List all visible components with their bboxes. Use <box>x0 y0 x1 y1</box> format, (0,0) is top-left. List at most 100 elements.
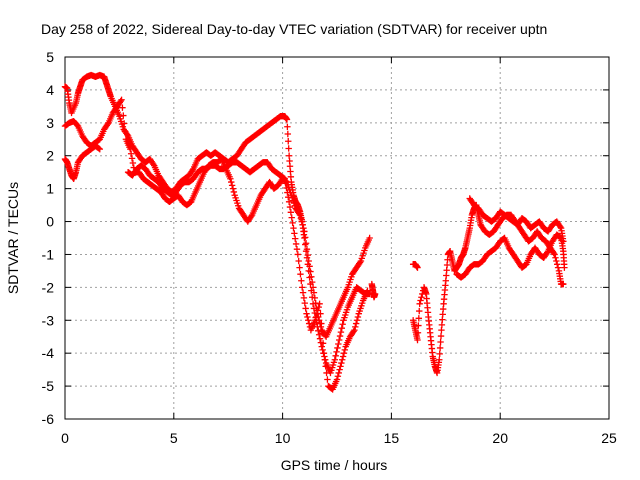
data-point <box>118 96 125 103</box>
data-point <box>227 175 234 182</box>
data-point <box>371 290 379 298</box>
data-point <box>300 224 307 232</box>
data-point <box>285 198 293 205</box>
x-tick-label: 0 <box>61 430 69 446</box>
data-point <box>414 336 421 344</box>
data-point <box>295 257 302 265</box>
data-point <box>282 180 289 187</box>
data-point <box>292 235 299 242</box>
x-tick-label: 20 <box>492 430 508 446</box>
data-point <box>285 138 292 145</box>
data-point <box>356 259 364 266</box>
data-point <box>322 363 329 370</box>
data-point <box>296 211 304 219</box>
data-point <box>95 145 103 152</box>
data-point <box>302 234 309 241</box>
data-point <box>335 340 342 348</box>
data-point <box>305 317 312 324</box>
series-2 <box>61 96 373 340</box>
data-point <box>338 324 345 332</box>
data-point <box>351 326 358 334</box>
data-point <box>297 271 304 278</box>
x-tick-label: 25 <box>601 430 617 446</box>
data-point <box>352 323 359 331</box>
data-point <box>302 241 309 248</box>
data-point <box>353 317 361 324</box>
data-point <box>557 223 564 231</box>
data-point <box>96 145 104 153</box>
data-point <box>311 294 319 302</box>
chart-title: Day 258 of 2022, Sidereal Day-to-day VTE… <box>41 21 547 37</box>
data-point <box>560 280 567 288</box>
y-tick-label: -4 <box>42 345 55 361</box>
data-point <box>336 366 343 373</box>
data-point <box>335 336 343 344</box>
data-point <box>302 305 309 312</box>
data-point <box>554 261 561 268</box>
data-marks <box>61 71 568 393</box>
y-axis-label: SDTVAR / TECUs <box>5 182 21 294</box>
data-point <box>303 310 310 317</box>
data-point <box>339 321 346 328</box>
data-point <box>283 184 290 192</box>
data-point <box>339 356 346 363</box>
data-point <box>318 343 325 350</box>
data-point <box>280 174 288 182</box>
y-tick-label: -3 <box>42 312 55 328</box>
data-point <box>553 257 560 265</box>
data-point <box>320 349 328 357</box>
data-point <box>560 238 567 245</box>
data-point <box>317 310 324 317</box>
y-tick-label: -6 <box>42 411 55 427</box>
data-point <box>284 189 291 196</box>
data-point <box>285 193 292 201</box>
data-point <box>298 218 305 225</box>
data-point <box>302 240 310 247</box>
data-point <box>128 155 136 162</box>
data-point <box>436 350 443 358</box>
data-point <box>333 376 341 383</box>
data-point <box>304 251 312 259</box>
data-point <box>324 376 331 383</box>
y-tick-label: 5 <box>46 49 54 65</box>
data-point <box>334 373 342 380</box>
data-point <box>312 313 320 321</box>
data-point <box>312 317 319 324</box>
data-point <box>189 167 196 174</box>
series-7 <box>368 280 379 301</box>
data-point <box>331 356 339 363</box>
data-point <box>228 178 235 186</box>
data-point <box>120 120 128 127</box>
data-point <box>288 214 295 221</box>
data-point <box>287 209 295 216</box>
data-point <box>305 320 313 327</box>
data-point <box>544 249 551 256</box>
data-point <box>104 120 111 128</box>
data-point <box>298 277 305 284</box>
data-point <box>436 344 444 352</box>
data-point <box>310 289 318 296</box>
data-point <box>293 245 301 253</box>
data-point <box>120 112 127 119</box>
x-axis-label: GPS time / hours <box>281 457 388 473</box>
data-point <box>312 299 319 307</box>
data-point <box>308 273 315 281</box>
y-tick-label: -1 <box>42 246 55 262</box>
data-point <box>551 251 558 258</box>
data-point <box>561 264 568 271</box>
data-point <box>319 340 327 347</box>
data-point <box>229 185 237 192</box>
data-point <box>336 332 344 340</box>
data-point <box>437 332 445 340</box>
data-point <box>301 228 308 235</box>
data-point <box>318 320 325 327</box>
data-point <box>283 116 291 123</box>
data-point <box>294 251 302 258</box>
data-point <box>315 303 322 311</box>
data-point <box>339 353 347 360</box>
series-6 <box>466 195 567 245</box>
data-point <box>316 300 323 308</box>
data-point <box>332 352 339 360</box>
series-5 <box>453 231 568 281</box>
